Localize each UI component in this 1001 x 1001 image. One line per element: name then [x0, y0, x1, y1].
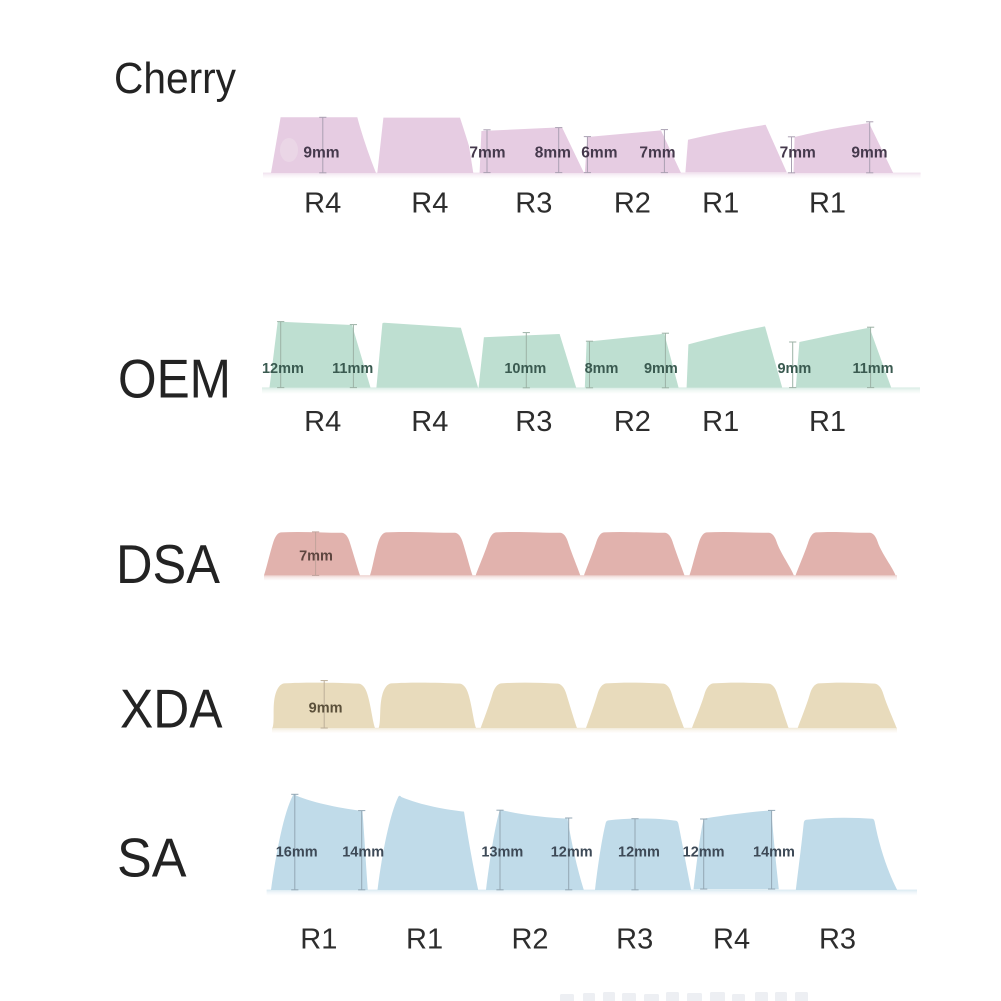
svg-text:11mm: 11mm: [332, 361, 373, 377]
svg-text:13mm: 13mm: [481, 844, 523, 860]
svg-text:R2: R2: [614, 406, 651, 438]
svg-text:SA: SA: [117, 827, 187, 889]
svg-text:R4: R4: [304, 188, 341, 220]
svg-text:9mm: 9mm: [777, 361, 811, 377]
svg-text:R4: R4: [713, 923, 750, 955]
svg-text:8mm: 8mm: [585, 361, 619, 377]
svg-text:R2: R2: [614, 188, 651, 220]
svg-text:9mm: 9mm: [309, 701, 343, 717]
svg-text:11mm: 11mm: [852, 361, 893, 377]
svg-text:12mm: 12mm: [683, 844, 725, 860]
svg-text:R3: R3: [819, 923, 856, 955]
svg-text:R2: R2: [511, 923, 548, 955]
svg-text:7mm: 7mm: [780, 145, 816, 162]
svg-text:12mm: 12mm: [262, 361, 304, 377]
svg-text:14mm: 14mm: [753, 844, 795, 860]
svg-text:12mm: 12mm: [551, 844, 593, 860]
svg-text:R1: R1: [702, 188, 739, 220]
svg-text:R3: R3: [515, 188, 552, 220]
svg-text:R3: R3: [616, 923, 653, 955]
svg-text:9mm: 9mm: [303, 145, 339, 162]
svg-text:OEM: OEM: [118, 348, 231, 410]
svg-text:R1: R1: [300, 923, 337, 955]
svg-text:R4: R4: [411, 188, 448, 220]
svg-text:R4: R4: [411, 406, 448, 438]
svg-text:7mm: 7mm: [469, 145, 505, 162]
svg-text:R1: R1: [702, 406, 739, 438]
svg-text:16mm: 16mm: [276, 844, 318, 860]
svg-text:R1: R1: [809, 188, 846, 220]
svg-text:12mm: 12mm: [618, 844, 660, 860]
svg-text:R3: R3: [515, 406, 552, 438]
svg-text:R4: R4: [304, 406, 341, 438]
svg-text:DSA: DSA: [116, 533, 220, 595]
svg-text:R1: R1: [406, 923, 443, 955]
svg-text:R1: R1: [809, 406, 846, 438]
svg-text:14mm: 14mm: [342, 844, 384, 860]
svg-text:7mm: 7mm: [639, 145, 675, 162]
svg-text:6mm: 6mm: [581, 145, 617, 162]
svg-text:8mm: 8mm: [535, 145, 571, 162]
svg-text:9mm: 9mm: [851, 145, 887, 162]
svg-text:10mm: 10mm: [504, 361, 546, 377]
svg-text:XDA: XDA: [120, 678, 223, 740]
svg-text:7mm: 7mm: [299, 548, 333, 564]
svg-text:9mm: 9mm: [644, 361, 678, 377]
svg-text:Cherry: Cherry: [114, 54, 236, 103]
